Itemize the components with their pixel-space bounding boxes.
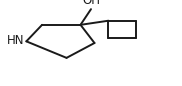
Text: HN: HN [7,34,25,47]
Text: OH: OH [82,0,100,7]
